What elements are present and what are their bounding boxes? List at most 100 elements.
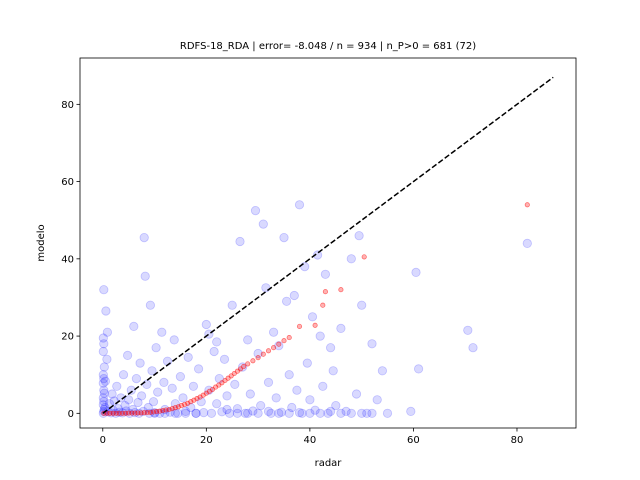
y-tick-label: 80 (61, 100, 74, 111)
data-point-159 (315, 408, 325, 418)
chart-title: RDFS-18_RDA | error= -8.048 / n = 934 | … (180, 41, 476, 52)
data-point-115 (292, 385, 302, 395)
data-point-167 (170, 408, 180, 418)
data-point-126 (320, 269, 330, 279)
data-point-110 (279, 233, 289, 243)
data-point-41 (129, 321, 139, 331)
plot-frame (79, 57, 577, 429)
data-point-82 (206, 408, 217, 418)
data-point-97 (245, 389, 255, 399)
data-point-83 (209, 346, 219, 357)
x-tick-label: 20 (200, 435, 213, 446)
x-axis-title: radar (315, 458, 343, 469)
x-tick-label: 60 (407, 435, 420, 446)
data-point-138 (367, 339, 377, 349)
data-point-127 (323, 408, 333, 418)
data-point-49 (139, 233, 149, 243)
y-tick-label: 20 (61, 332, 74, 343)
data-point-104 (263, 377, 274, 387)
data-point-9 (99, 373, 109, 384)
data-point-77 (194, 364, 204, 374)
data-point-75 (188, 381, 198, 391)
data-point-90 (227, 300, 237, 310)
identity-reference-line (102, 76, 554, 414)
fitted-point-58 (322, 289, 328, 295)
data-point-6 (99, 388, 109, 398)
y-axis: 0 20 40 60 80 (61, 100, 80, 420)
data-point-13 (99, 339, 109, 349)
data-point-107 (271, 393, 281, 403)
data-point-43 (131, 373, 141, 384)
data-point-37 (124, 395, 134, 405)
data-point-114 (289, 290, 299, 301)
data-point-66 (167, 383, 177, 393)
data-point-146 (468, 343, 478, 353)
data-point-39 (126, 385, 136, 395)
data-point-10 (98, 370, 108, 380)
fitted-point-52 (276, 341, 282, 347)
data-point-119 (302, 358, 312, 368)
data-point-154 (263, 406, 274, 416)
fitted-point-51 (271, 345, 277, 351)
data-point-164 (367, 408, 377, 418)
data-point-47 (137, 391, 147, 401)
data-point-34 (120, 400, 130, 411)
data-point-142 (406, 406, 416, 416)
data-point-125 (318, 381, 328, 391)
data-point-31 (116, 393, 126, 403)
data-point-139 (372, 395, 382, 405)
data-point-162 (346, 408, 356, 418)
data-point-120 (305, 395, 315, 405)
fitted-point-56 (312, 322, 318, 328)
data-point-141 (382, 408, 393, 418)
data-point-99 (250, 206, 261, 216)
data-point-93 (235, 236, 245, 247)
data-point-61 (157, 327, 167, 337)
data-point-18 (102, 354, 112, 364)
data-point-36 (123, 350, 133, 360)
data-point-130 (331, 400, 341, 411)
data-point-7 (99, 385, 109, 395)
data-point-155 (274, 408, 284, 418)
data-point-70 (175, 371, 185, 382)
data-point-88 (222, 391, 232, 401)
data-point-62 (159, 377, 169, 387)
x-axis: 0 20 40 60 80 (100, 428, 523, 446)
data-point-161 (336, 408, 346, 418)
data-point-58 (151, 343, 161, 353)
fitted-point-60 (361, 254, 367, 260)
data-point-59 (153, 387, 163, 397)
data-point-151 (232, 408, 242, 418)
fitted-point-54 (286, 335, 292, 341)
fitted-point-57 (320, 302, 326, 308)
data-point-17 (102, 327, 113, 337)
data-point-14 (98, 333, 108, 343)
data-point-150 (222, 404, 232, 415)
data-point-128 (325, 343, 336, 353)
data-point-118 (300, 261, 310, 272)
data-point-51 (142, 379, 152, 389)
data-point-160 (325, 406, 336, 416)
data-point-145 (463, 325, 473, 335)
fitted-point-50 (265, 348, 272, 354)
data-point-166 (181, 408, 191, 418)
data-point-11 (99, 362, 109, 372)
fitted-point-55 (296, 323, 303, 329)
data-point-55 (147, 366, 157, 376)
data-point-92 (232, 404, 242, 414)
data-point-91 (230, 379, 240, 389)
data-point-129 (328, 366, 338, 376)
y-tick-label: 40 (61, 254, 74, 265)
fitted-point-48 (255, 355, 261, 361)
data-point-137 (362, 408, 372, 418)
x-tick-label: 0 (100, 435, 106, 446)
data-point-33 (118, 370, 129, 380)
fitted-point-61 (524, 202, 530, 208)
data-point-132 (341, 406, 351, 416)
data-point-109 (276, 407, 286, 417)
data-point-147 (522, 238, 532, 248)
data-point-122 (310, 405, 320, 415)
y-tick-label: 60 (61, 177, 74, 188)
data-point-5 (98, 393, 108, 403)
data-point-117 (297, 408, 307, 418)
